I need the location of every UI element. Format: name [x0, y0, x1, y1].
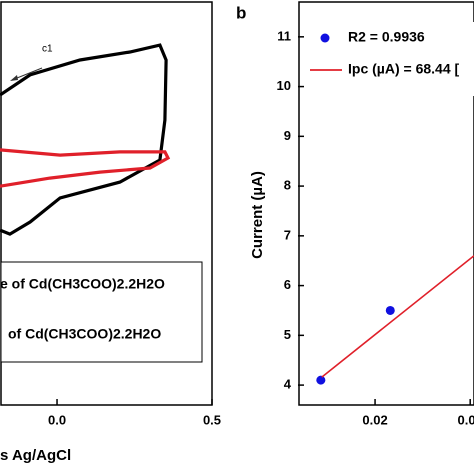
point [385, 305, 395, 315]
legend-label: of Cd(CH3COO)2.2H2O [8, 326, 161, 342]
x-tick-label: 0.02 [362, 412, 387, 427]
annotation: c1 [42, 44, 53, 55]
series-line [321, 255, 474, 378]
y-tick-label: 9 [284, 128, 291, 143]
y-tick-label: 10 [277, 78, 291, 93]
legend-box [0, 261, 203, 363]
y-tick-label: 8 [284, 178, 291, 193]
y-axis-label: Current (µA) [249, 171, 266, 259]
series-line [0, 43, 168, 236]
y-tick-label: 4 [284, 377, 292, 392]
y-tick-label: 11 [277, 28, 291, 43]
y-tick-label: 7 [284, 227, 291, 242]
legend-marker [320, 33, 330, 43]
point [316, 375, 326, 385]
plot-frame [298, 1, 474, 406]
arrow-head [10, 75, 18, 81]
x-tick-label: 0.0 [48, 412, 66, 427]
legend-label: e of Cd(CH3COO)2.2H2O [0, 276, 165, 292]
series-line [0, 148, 171, 188]
plot-frame [0, 1, 213, 406]
legend-label: R2 = 0.9936 [348, 29, 425, 45]
y-tick-label: 5 [284, 327, 291, 342]
x-tick-label: 0.04 [458, 412, 474, 427]
y-tick-label: 6 [284, 277, 291, 292]
panel-label: b [236, 3, 246, 22]
legend-box [306, 22, 474, 96]
x-tick-label: 0.5 [203, 412, 221, 427]
x-axis-label: s Ag/AgCl [0, 447, 71, 464]
legend-label: Ipc (µA) = 68.44 [ [348, 61, 459, 77]
